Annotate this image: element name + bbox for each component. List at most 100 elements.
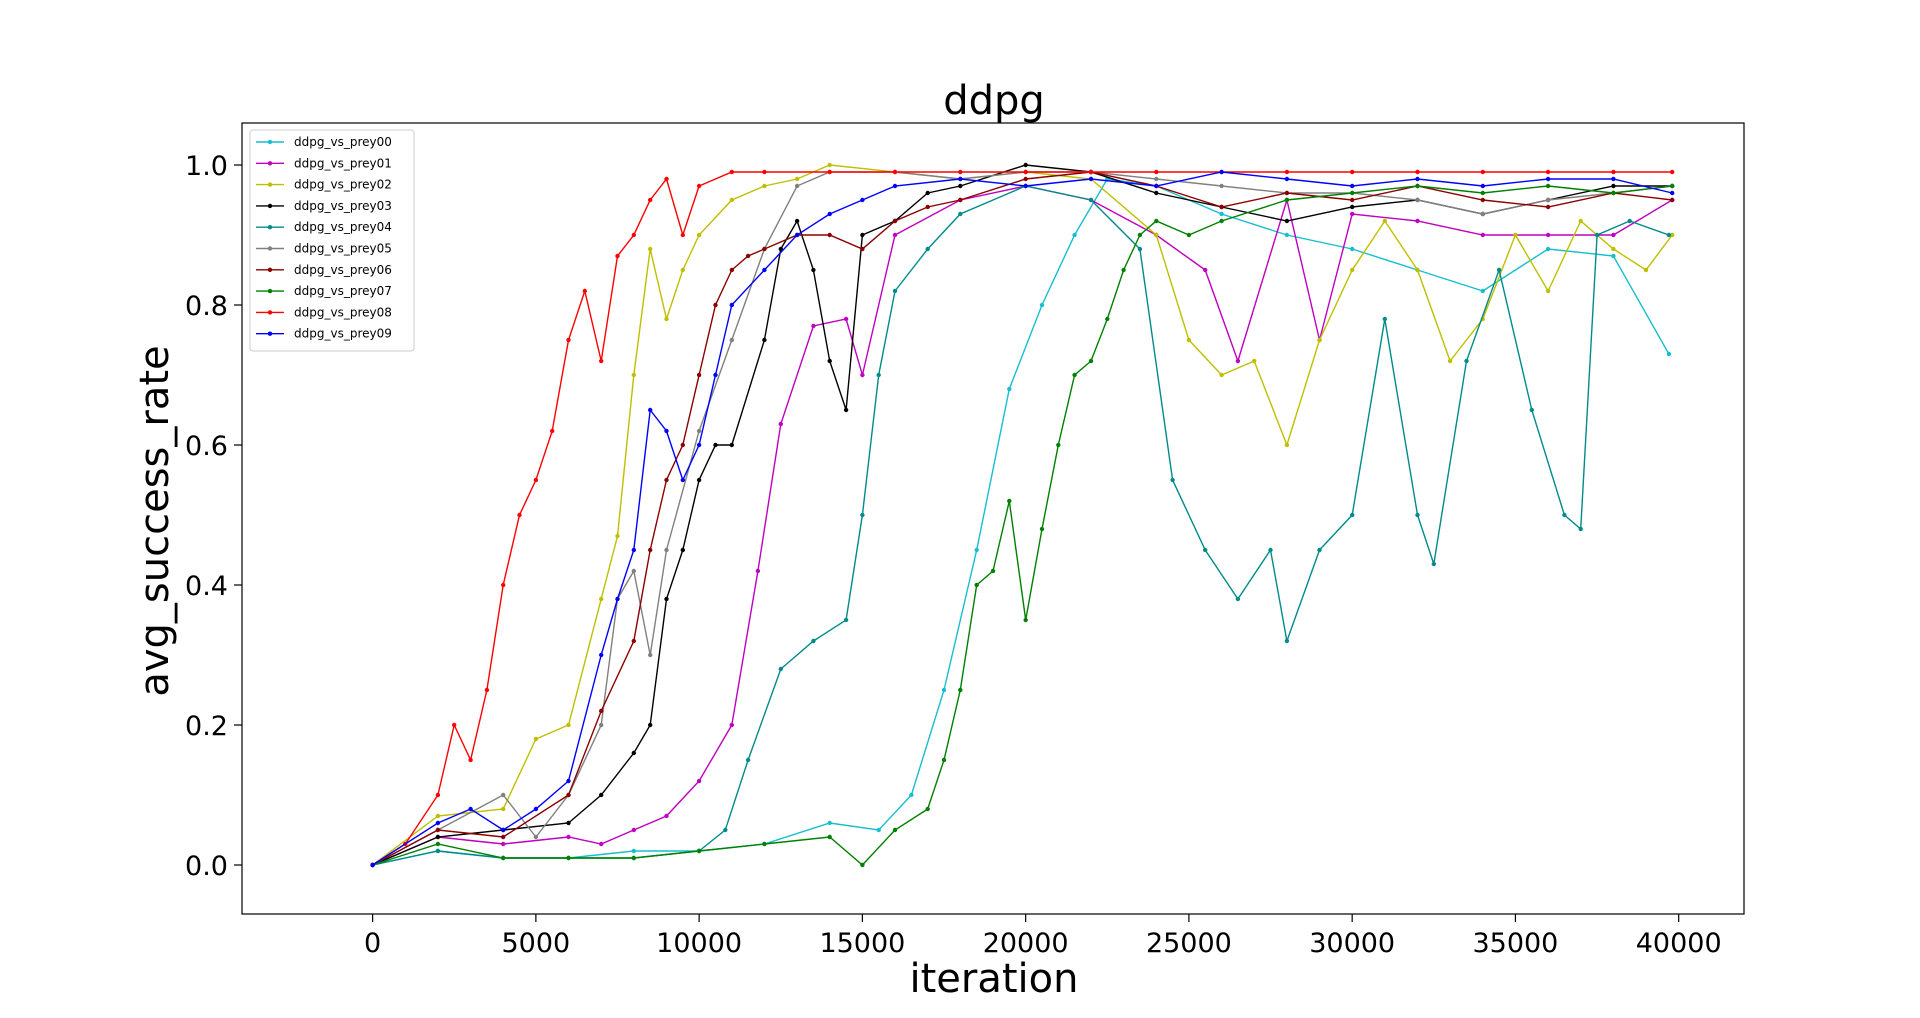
data-point [1670,190,1675,196]
data-point [631,855,636,861]
data-point [1545,246,1551,252]
data-point [892,183,898,189]
data-point [1137,232,1143,238]
data-point [1284,232,1290,238]
data-point [729,267,734,273]
data-point [909,792,914,798]
data-point [1284,442,1290,448]
data-point [876,372,881,378]
data-point [1088,358,1094,364]
data-point [680,267,685,273]
data-point [811,267,816,273]
data-point [925,204,930,210]
data-point [1670,183,1675,189]
series-line [372,171,1673,866]
data-point [1350,246,1355,252]
data-point [1056,442,1061,448]
data-point [860,232,865,238]
data-point [892,288,898,294]
data-point [501,792,506,798]
data-point [794,218,800,224]
data-point [1219,372,1224,378]
data-point [1072,372,1077,378]
data-point [1611,253,1616,259]
data-point [1382,218,1388,224]
data-point [713,302,718,308]
series-line [372,171,1673,866]
data-point [599,652,604,658]
data-point [517,512,522,518]
data-point [664,428,669,434]
data-point [1611,183,1616,189]
data-point [631,638,636,644]
data-point [566,834,571,840]
legend-entry: ddpg_vs_prey04 [294,220,392,234]
data-point [631,232,636,238]
data-point [860,197,865,203]
data-point [566,792,571,798]
data-point [876,827,881,833]
legend-marker [267,288,273,294]
data-point [1480,211,1486,217]
data-point [892,169,898,175]
legend-entry: ddpg_vs_prey03 [294,199,392,213]
y-tick-label: 0.4 [185,571,228,602]
data-point [370,862,375,868]
data-point [925,806,930,812]
series-ddpg_vs_prey09 [370,169,1675,868]
data-point [566,722,571,728]
data-point [827,232,832,238]
data-point [1088,176,1094,182]
data-point [1235,358,1241,364]
x-tick-label: 15000 [819,928,905,959]
data-point [615,533,620,539]
data-point [860,372,865,378]
series-ddpg_vs_prey06 [370,169,1675,868]
data-point [599,708,604,714]
data-point [696,848,702,854]
data-point [1072,232,1077,238]
data-point [533,477,539,483]
data-point [435,848,441,854]
data-point [1480,169,1486,175]
data-point [974,547,979,553]
data-point [533,736,539,742]
legend-entry: ddpg_vs_prey02 [294,178,392,192]
x-tick-label: 20000 [983,928,1069,959]
data-point [974,582,979,588]
data-point [1611,169,1616,175]
data-point [1023,162,1028,168]
data-point [1545,204,1551,210]
legend-entry: ddpg_vs_prey00 [294,135,392,149]
legend-marker [267,331,273,336]
data-point [1039,526,1045,532]
data-point [958,176,963,182]
data-point [648,197,653,203]
data-point [1578,218,1583,224]
legend-marker [267,161,273,166]
x-axis-label: iteration [910,956,1079,1002]
data-point [958,169,963,175]
data-point [843,617,849,623]
legend-marker [267,203,273,209]
x-tick-label: 35000 [1472,928,1558,959]
data-point [723,827,728,833]
data-point [696,428,702,434]
data-point [680,477,685,483]
data-point [648,547,653,553]
data-point [1350,197,1355,203]
data-point [1447,358,1453,364]
data-point [533,806,539,812]
data-point [696,372,702,378]
data-point [664,176,669,182]
data-point [729,337,734,343]
data-point [1219,183,1224,189]
data-point [566,337,571,343]
data-point [501,582,506,588]
data-point [550,428,555,434]
data-point [1350,169,1355,175]
data-point [696,477,702,483]
data-point [501,827,506,833]
legend-entry: ddpg_vs_prey01 [294,156,392,170]
data-point [778,421,783,427]
